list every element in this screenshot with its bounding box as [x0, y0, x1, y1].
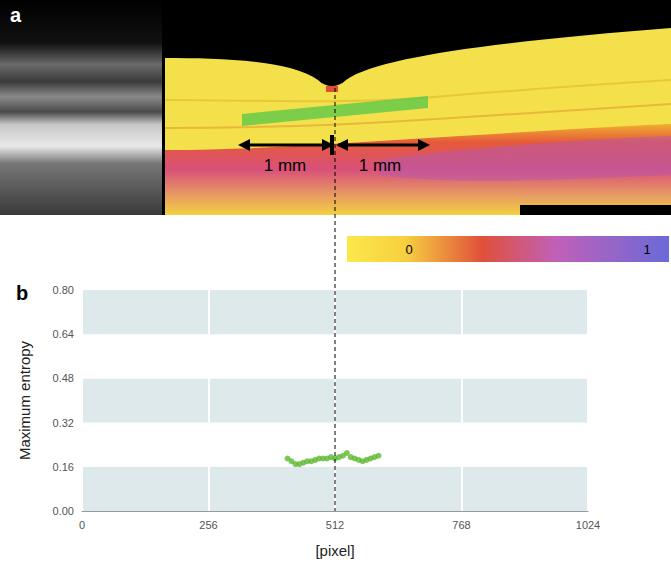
- svg-text:[pixel]: [pixel]: [315, 542, 354, 559]
- svg-text:0.16: 0.16: [53, 461, 74, 473]
- svg-text:a: a: [10, 4, 22, 26]
- svg-text:512: 512: [326, 519, 344, 531]
- svg-text:1024: 1024: [576, 519, 600, 531]
- svg-text:0.48: 0.48: [53, 372, 74, 384]
- svg-text:0.00: 0.00: [53, 505, 74, 517]
- svg-text:Maximum entropy: Maximum entropy: [16, 340, 33, 460]
- svg-text:0.80: 0.80: [53, 284, 74, 296]
- svg-text:0.64: 0.64: [53, 328, 74, 340]
- svg-text:1 mm: 1 mm: [264, 156, 307, 175]
- svg-text:0: 0: [405, 242, 412, 257]
- svg-text:1 mm: 1 mm: [359, 156, 402, 175]
- svg-text:1: 1: [643, 242, 650, 257]
- svg-text:0: 0: [79, 519, 85, 531]
- svg-text:768: 768: [452, 519, 470, 531]
- svg-text:0.32: 0.32: [53, 417, 74, 429]
- svg-text:256: 256: [199, 519, 217, 531]
- svg-text:b: b: [16, 282, 28, 304]
